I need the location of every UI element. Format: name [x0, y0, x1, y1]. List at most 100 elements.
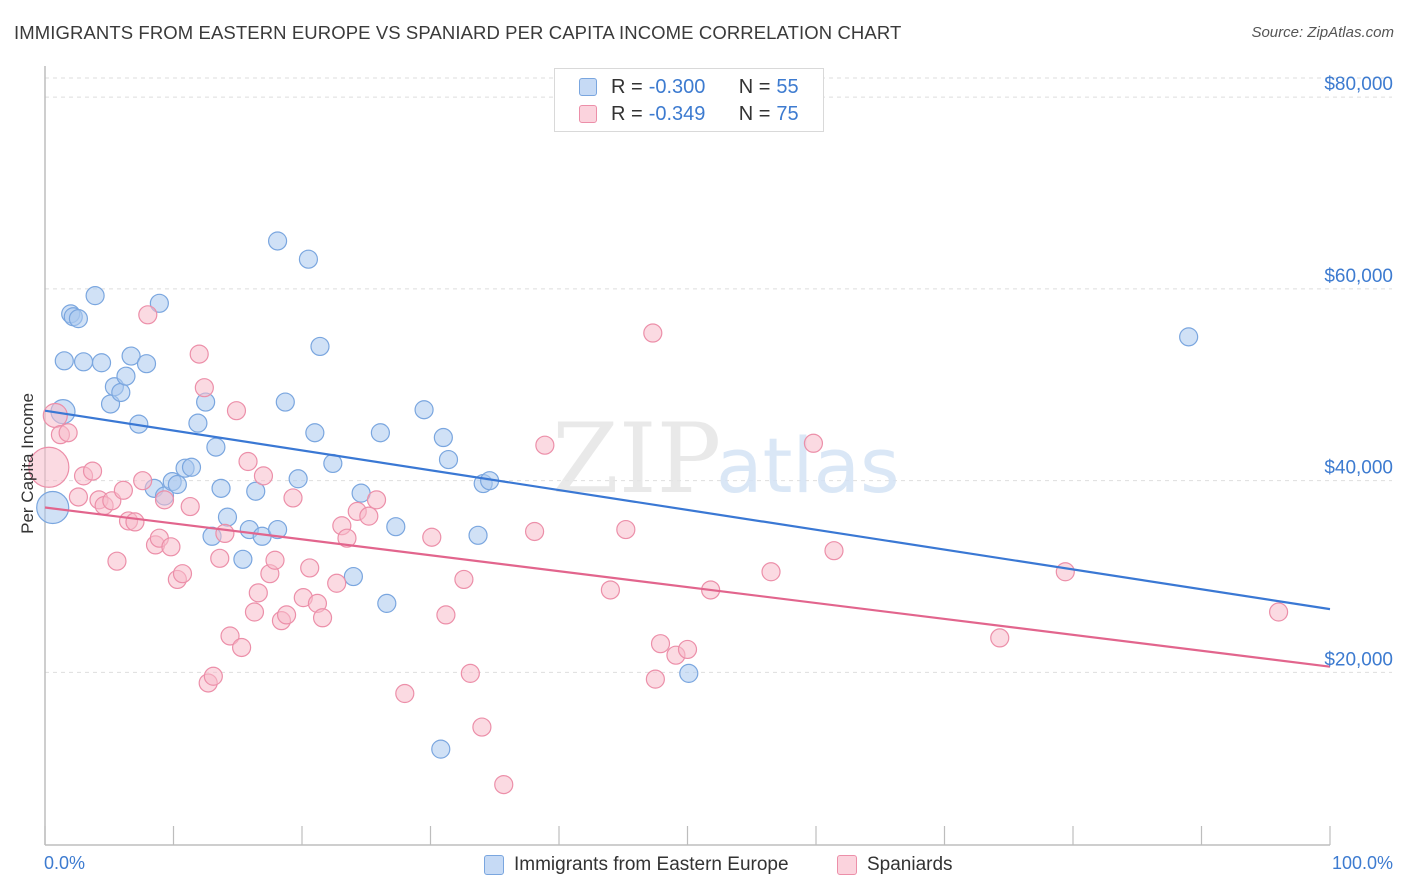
eastern-europe-point — [298, 249, 319, 269]
spaniards-point — [253, 466, 274, 486]
eastern-europe-point — [111, 382, 131, 403]
spaniards-point — [68, 487, 89, 507]
spaniards-point — [645, 669, 665, 689]
eastern-europe-point — [211, 478, 231, 498]
eastern-europe-point — [73, 352, 94, 372]
eastern-europe-point — [414, 400, 434, 420]
spaniards-point — [436, 605, 456, 625]
chart-title: IMMIGRANTS FROM EASTERN EUROPE VS SPANIA… — [14, 22, 902, 43]
eastern-europe-point — [181, 457, 202, 477]
spaniards-point — [238, 451, 258, 472]
legend-swatch-pink — [579, 105, 597, 123]
eastern-europe-point — [386, 517, 406, 537]
spaniards-point — [359, 506, 379, 526]
spaniards-point — [535, 435, 555, 455]
eastern-europe-point — [310, 336, 330, 357]
spaniards-point — [189, 344, 209, 364]
gridlines — [45, 77, 1392, 673]
spaniards-point — [337, 528, 357, 548]
eastern-europe-trend-line — [44, 409, 1331, 611]
eastern-europe-point — [343, 566, 363, 587]
eastern-europe-point — [68, 309, 89, 329]
spaniards-point — [494, 774, 514, 795]
spaniards-point — [283, 488, 303, 508]
spaniards-point — [220, 626, 240, 646]
eastern-europe-point — [288, 469, 308, 489]
spaniards-point — [677, 639, 698, 660]
spaniards-point — [600, 580, 621, 600]
r-value: -0.349 — [648, 102, 706, 125]
spaniards-point — [276, 605, 297, 625]
spaniards-point — [194, 378, 214, 398]
legend-row-eastern-europe: R = -0.300 N = 55 — [579, 74, 817, 100]
spaniards-point — [616, 519, 636, 540]
spaniards-point — [990, 628, 1010, 648]
spaniards-point — [180, 496, 200, 517]
spaniards-point — [113, 480, 133, 500]
spaniards-point — [327, 573, 347, 593]
series-spaniards-points — [28, 305, 1289, 795]
spaniards-point — [1268, 602, 1289, 622]
spaniards-point — [161, 537, 181, 557]
spaniards-point — [524, 521, 545, 542]
eastern-europe-point — [206, 437, 226, 457]
legend-swatch-blue — [579, 78, 597, 96]
spaniards-point — [107, 551, 127, 571]
bottom-legend-swatch-pink — [837, 855, 857, 875]
spaniards-point — [803, 433, 824, 453]
spaniards-trend-line — [44, 506, 1331, 668]
spaniards-point — [58, 423, 78, 443]
eastern-europe-point — [188, 413, 208, 433]
spaniards-point — [210, 548, 230, 568]
eastern-europe-point — [438, 449, 459, 470]
eastern-europe-point — [217, 507, 238, 527]
spaniards-point — [395, 683, 415, 704]
y-tick-label: $20,000 — [1324, 649, 1393, 670]
spaniards-point — [172, 564, 193, 584]
spaniards-point — [248, 583, 268, 603]
x-tick-label: 0.0% — [44, 853, 85, 873]
spaniards-point — [460, 663, 480, 683]
spaniards-point — [366, 490, 387, 510]
r-label: R = — [611, 102, 643, 125]
spaniards-point — [244, 602, 265, 622]
spaniards-point — [422, 527, 442, 547]
n-label: N = — [738, 75, 771, 98]
y-tick-label: $80,000 — [1324, 74, 1393, 95]
eastern-europe-point — [116, 366, 136, 386]
eastern-europe-point — [275, 392, 295, 412]
spaniards-point — [312, 608, 333, 628]
spaniards-point — [133, 471, 153, 491]
eastern-europe-point — [246, 481, 266, 501]
spaniards-point — [650, 634, 671, 654]
eastern-europe-point — [54, 351, 74, 371]
y-tick-label: $40,000 — [1324, 458, 1393, 479]
watermark: ZIP atlas — [552, 403, 900, 515]
bottom-legend-label: Immigrants from Eastern Europe — [514, 854, 789, 875]
spaniards-point — [226, 401, 247, 421]
bottom-legend-label: Spaniards — [867, 854, 953, 875]
spaniards-point — [1055, 562, 1075, 582]
eastern-europe-point — [85, 286, 105, 306]
bottom-legend-eastern-europe: Immigrants from Eastern Europe — [484, 852, 789, 878]
spaniards-point — [643, 323, 663, 343]
eastern-europe-point — [267, 231, 288, 251]
legend-row-spaniards: R = -0.349 N = 75 — [579, 101, 817, 127]
eastern-europe-point — [431, 739, 451, 759]
source-note: Source: ZipAtlas.com — [1251, 24, 1394, 41]
watermark-atlas: atlas — [716, 421, 900, 510]
eastern-europe-point — [468, 525, 488, 545]
eastern-europe-point — [121, 346, 141, 366]
x-tick-label: 100.0% — [1332, 853, 1393, 873]
spaniards-point — [300, 558, 320, 578]
n-value: 75 — [776, 102, 799, 125]
eastern-europe-point — [91, 353, 112, 373]
watermark-zip: ZIP — [552, 403, 721, 515]
eastern-europe-point — [233, 549, 253, 569]
n-value: 55 — [776, 75, 799, 98]
correlation-legend: R = -0.300 N = 55 R = -0.349 N = 75 — [554, 68, 824, 132]
spaniards-point — [82, 461, 103, 481]
eastern-europe-point — [136, 354, 157, 374]
trend-lines — [44, 409, 1331, 668]
